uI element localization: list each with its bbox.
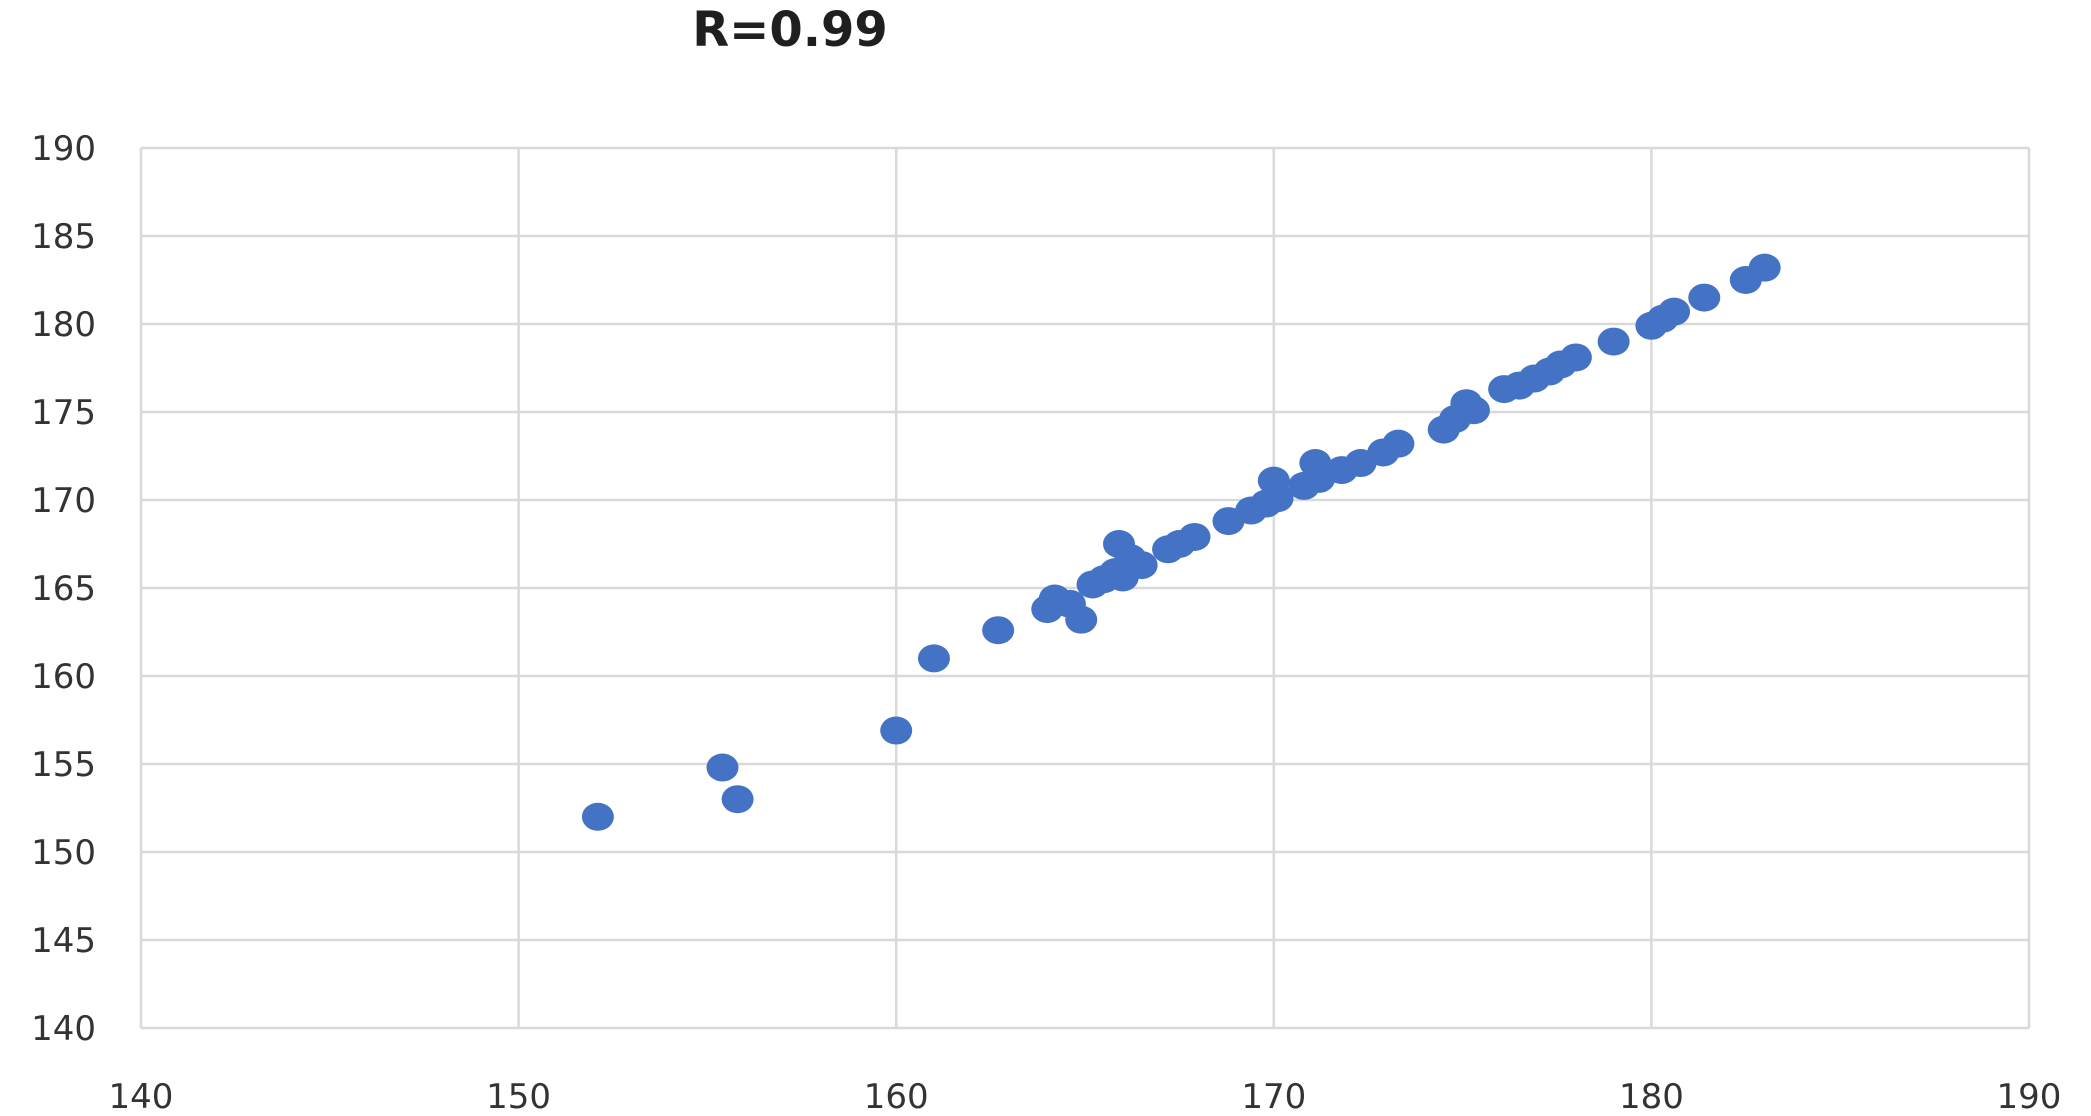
grid: [139, 146, 2031, 1030]
y-tick-label: 190: [31, 129, 96, 169]
data-point: [1457, 396, 1490, 425]
x-tick-label: 160: [864, 1077, 929, 1116]
data-point: [1261, 484, 1294, 513]
y-tick-label: 150: [31, 833, 96, 873]
data-point: [1597, 327, 1630, 356]
x-tick-label: 170: [1241, 1077, 1306, 1116]
data-points: [581, 253, 1781, 831]
y-tick-label: 155: [31, 745, 96, 785]
data-point: [1382, 429, 1415, 458]
y-tick-label: 160: [31, 657, 96, 697]
data-point: [721, 785, 754, 814]
data-point: [917, 644, 950, 673]
y-tick-label: 145: [31, 921, 96, 961]
data-point: [1559, 343, 1592, 372]
y-axis-ticks: 140 145 150 155 160 165 170 175 180 185 190: [31, 129, 96, 1049]
y-tick-label: 170: [31, 481, 96, 521]
x-tick-label: 140: [109, 1077, 174, 1116]
x-tick-label: 150: [486, 1077, 551, 1116]
data-point: [1065, 605, 1098, 634]
y-tick-label: 175: [31, 393, 96, 433]
y-tick-label: 180: [31, 305, 96, 345]
data-point: [1688, 283, 1721, 312]
chart-title: R=0.99: [692, 2, 888, 58]
y-tick-label: 165: [31, 569, 96, 609]
x-tick-label: 190: [1997, 1077, 2062, 1116]
data-point: [1658, 297, 1691, 326]
data-point: [581, 802, 614, 831]
data-point: [706, 753, 739, 782]
data-point: [1178, 522, 1211, 551]
data-point: [982, 616, 1015, 645]
data-point: [1125, 551, 1158, 580]
x-tick-label: 180: [1619, 1077, 1684, 1116]
x-axis-ticks: 140 150 160 170 180 190: [109, 1077, 2062, 1116]
data-point: [880, 716, 913, 745]
y-tick-label: 185: [31, 217, 96, 257]
data-point: [1748, 253, 1781, 282]
y-tick-label: 140: [31, 1009, 96, 1049]
